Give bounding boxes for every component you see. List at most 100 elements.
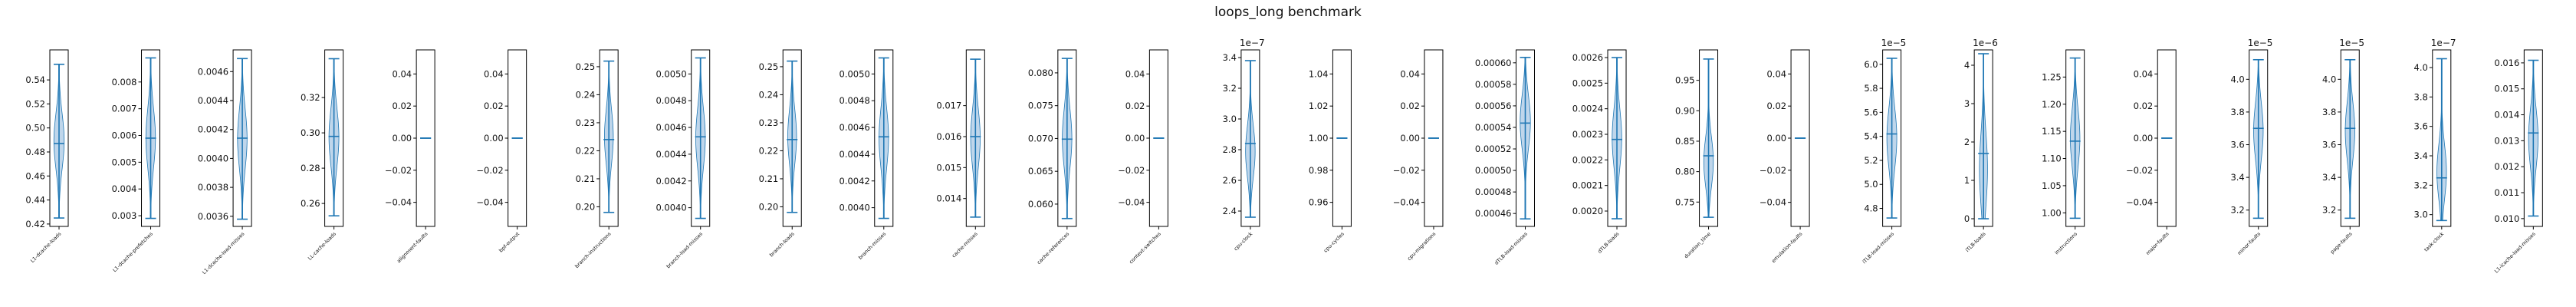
y-tick-label: 1.10: [2042, 154, 2062, 164]
x-tick-label: L1-dcache-load-misses: [201, 230, 246, 276]
y-tick-label: 0.26: [301, 198, 320, 209]
subplot-instructions: 1.00 1.05 1.10 1.15 1.20 1.25 instructions: [2042, 49, 2085, 256]
y-tick-label: 0.02: [484, 101, 504, 111]
y-tick-label: 5.0: [1864, 179, 1878, 190]
y-tick-label: 0.0020: [1572, 206, 1603, 216]
subplot-dTLB-loads: 0.0020 0.0021 0.0022 0.0023 0.0024 0.0025 0.00…: [1572, 49, 1627, 255]
y-tick-label: 0.80: [1675, 167, 1695, 177]
y-tick-label: 1.02: [1309, 101, 1329, 111]
y-tick-label: 0.0023: [1572, 129, 1603, 140]
subplot-branch-instructions: 0.20 0.21 0.22 0.23 0.24 0.25 branch-instructi…: [573, 49, 619, 269]
y-tick-label: 0.96: [1309, 197, 1329, 208]
y-tick-label: 0.016: [936, 131, 961, 142]
subplot-iTLB-load-misses: 4.8 5.0 5.2 5.4 5.6 5.8 6.0 1e−5 iTLB-load-misse…: [1861, 38, 1907, 265]
y-tick-label: 0.065: [1028, 166, 1053, 177]
y-tick-label: 0.00: [484, 133, 504, 144]
y-tick-label: 0.015: [936, 162, 961, 173]
y-tick-label: 0.0025: [1572, 78, 1603, 88]
y-tick-label: 3.4: [2322, 172, 2336, 183]
y-tick-label: 0.04: [2134, 68, 2154, 79]
y-tick-label: 0.20: [759, 201, 779, 212]
y-tick-label: 0.20: [576, 201, 596, 212]
y-tick-label: 0.00048: [1475, 187, 1512, 197]
subplot-LL-cache-loads: 0.26 0.28 0.30 0.32 LL-cache-loads: [301, 49, 344, 262]
y-tick-label: 0.012: [2494, 161, 2519, 172]
y-tick-label: −0.02: [1118, 165, 1145, 176]
y-tick-label: 0.0026: [1572, 52, 1603, 63]
y-tick-label: 0.50: [25, 123, 45, 134]
x-tick-label: dTLB-loads: [1596, 230, 1620, 254]
y-tick-label: 3.4: [1223, 52, 1237, 63]
y-tick-label: 0.011: [2494, 187, 2519, 198]
y-tick-label: 3: [1964, 98, 1970, 109]
y-tick-label: 3.4: [2230, 172, 2244, 183]
x-tick-label: cpu-cycles: [1322, 230, 1346, 253]
y-tick-label: 2: [1964, 137, 1970, 147]
y-tick-label: 0.23: [759, 117, 779, 128]
y-tick-label: 1.25: [2042, 71, 2062, 82]
y-tick-label: 3.2: [2230, 205, 2244, 216]
y-tick-label: 1.20: [2042, 99, 2062, 110]
x-tick-label: cpu-migrations: [1406, 230, 1438, 262]
x-tick-label: cache-references: [1036, 230, 1071, 266]
x-tick-label: minor-faults: [2236, 230, 2262, 256]
y-tick-label: −0.04: [1393, 197, 1420, 208]
y-tick-label: 3.6: [2230, 140, 2244, 150]
y-tick-label: 3.2: [1223, 83, 1237, 94]
y-tick-label: 4.8: [1864, 203, 1878, 214]
axis-multiplier: 1e−7: [2431, 38, 2456, 48]
y-tick-label: 3.0: [2414, 210, 2428, 220]
y-tick-label: 0.0044: [656, 149, 686, 160]
x-tick-label: emulation-faults: [1770, 230, 1804, 264]
y-tick-label: 0.016: [2494, 58, 2519, 68]
y-tick-label: 0.00: [1125, 133, 1145, 144]
y-tick-label: 0.21: [759, 173, 779, 184]
figure-title: loops_long benchmark: [1214, 5, 1362, 20]
x-tick-label: iTLB-loads: [1964, 230, 1987, 253]
y-tick-label: 0.00052: [1475, 144, 1512, 154]
x-tick-label: alignment-faults: [396, 230, 429, 264]
y-tick-label: 0.04: [393, 68, 412, 79]
y-tick-label: 0.014: [2494, 110, 2519, 120]
y-tick-label: 0.25: [576, 61, 596, 72]
y-tick-label: 0.0044: [840, 149, 870, 160]
y-tick-label: 4.0: [2322, 74, 2336, 84]
y-tick-label: 0.54: [25, 74, 45, 85]
y-tick-label: 0.0044: [198, 95, 228, 106]
y-tick-label: 0.0036: [198, 211, 228, 222]
x-tick-label: branch-load-misses: [665, 230, 705, 269]
x-tick-label: task-clock: [2423, 231, 2445, 253]
y-tick-label: 0.52: [25, 98, 45, 109]
subplot-L1-dcache-load-misses: 0.0036 0.0038 0.0040 0.0042 0.0044 0.0046 L1-d…: [198, 49, 252, 276]
x-tick-label: bpf-output: [498, 230, 521, 253]
y-tick-label: 3.8: [2230, 107, 2244, 117]
subplot-task-clock: 3.0 3.2 3.4 3.6 3.8 4.0 1e−7 task-clock: [2414, 38, 2456, 253]
y-tick-label: 0.004: [112, 183, 137, 194]
y-tick-label: 0.0042: [198, 124, 228, 135]
subplot-L1-dcache-prefetches: 0.003 0.004 0.005 0.006 0.007 0.008 L1-dcache-…: [112, 49, 161, 273]
y-tick-label: −0.04: [2126, 197, 2153, 208]
x-tick-label: LL-cache-loads: [307, 230, 337, 261]
y-tick-label: 0.48: [25, 147, 45, 157]
x-tick-label: iTLB-load-misses: [1861, 230, 1896, 265]
y-tick-label: 0.0042: [656, 176, 686, 187]
subplot-cpu-cycles: 0.96 0.98 1.00 1.02 1.04 cpu-cycles: [1309, 49, 1352, 254]
y-tick-label: 0.0048: [840, 95, 870, 106]
y-tick-label: 3.6: [2414, 121, 2428, 132]
axis-multiplier: 1e−6: [1973, 38, 1998, 48]
x-tick-label: major-faults: [2145, 230, 2171, 256]
y-tick-label: 0.007: [112, 104, 137, 114]
y-tick-label: 4: [1964, 60, 1970, 71]
y-tick-label: 0.04: [1766, 68, 1786, 79]
y-tick-label: 0.0040: [198, 153, 228, 163]
y-tick-label: 0.04: [1125, 68, 1145, 79]
y-tick-label: 0.006: [112, 130, 137, 141]
y-tick-label: 0.00: [2134, 133, 2154, 144]
x-tick-label: context-switches: [1128, 230, 1162, 265]
subplot-cpu-clock: 2.4 2.6 2.8 3.0 3.2 3.41e−7 cpu-clock: [1223, 38, 1265, 252]
y-tick-label: 0.00056: [1475, 101, 1512, 111]
subplot-L1-dcache-loads: 0.42 0.44 0.46 0.48 0.50 0.52 0.54 L1-dcache-lo…: [25, 49, 69, 264]
y-tick-label: 0.04: [1400, 68, 1420, 79]
y-tick-label: 0.0050: [840, 68, 870, 79]
